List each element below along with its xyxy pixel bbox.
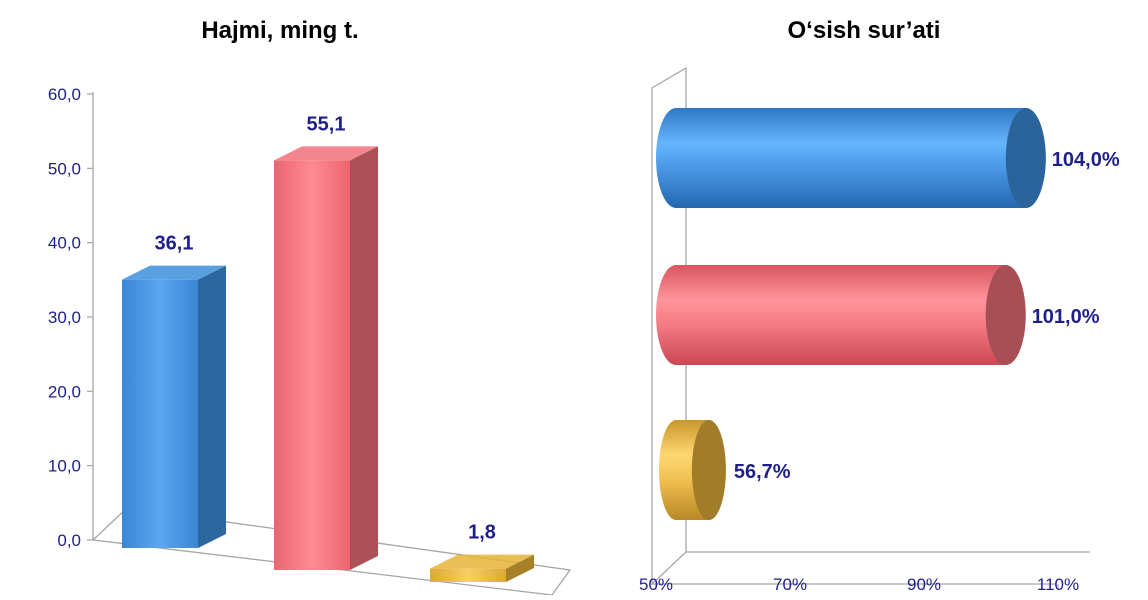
y-tick-label: 60,0 bbox=[48, 85, 81, 104]
volume-chart-title: Hajmi, ming t. bbox=[201, 17, 358, 44]
bar bbox=[122, 265, 226, 548]
bar-data-label: 36,1 bbox=[155, 233, 194, 255]
growth-rate-chart-x-ticks: 50% 70% 90% 110% bbox=[639, 575, 1079, 594]
bar bbox=[430, 554, 534, 582]
bar-data-label: 1,8 bbox=[468, 522, 496, 544]
bar-front bbox=[122, 279, 198, 548]
cylinder-body bbox=[656, 108, 1046, 208]
cylinder-end-cap bbox=[1005, 108, 1046, 208]
bar-top bbox=[430, 554, 534, 569]
cylinder-bar bbox=[659, 420, 726, 520]
growth-rate-chart-data-labels: 104,0% 101,0% 56,7% bbox=[734, 149, 1120, 483]
y-tick-label: 50,0 bbox=[48, 159, 81, 178]
x-tick-label: 70% bbox=[773, 575, 807, 594]
cylinder-bar bbox=[656, 265, 1026, 365]
volume-chart-bars bbox=[122, 146, 534, 582]
y-tick-label: 10,0 bbox=[48, 457, 81, 476]
bar-data-label: 56,7% bbox=[734, 461, 791, 483]
x-tick-label: 110% bbox=[1037, 575, 1079, 594]
y-tick-label: 40,0 bbox=[48, 234, 81, 253]
volume-chart: Hajmi, ming t. 0,0 10,0 20,0 30,0 40,0 50,0 60… bbox=[48, 17, 572, 596]
bar-side bbox=[506, 554, 534, 582]
cylinder-end-cap bbox=[691, 420, 726, 520]
bar bbox=[274, 146, 378, 570]
y-tick-label: 30,0 bbox=[48, 308, 81, 327]
growth-rate-chart-bars bbox=[656, 108, 1046, 520]
growth-rate-chart-axes bbox=[651, 66, 1090, 586]
y-tick-label: 20,0 bbox=[48, 382, 81, 401]
bar-data-label: 101,0% bbox=[1032, 306, 1100, 328]
bar-side bbox=[350, 146, 378, 570]
volume-chart-data-labels: 36,1 55,1 1,8 bbox=[155, 113, 496, 543]
bar-data-label: 104,0% bbox=[1052, 149, 1120, 171]
growth-rate-chart-title: O‘sish sur’ati bbox=[788, 17, 941, 44]
bar-front bbox=[430, 568, 506, 582]
x-tick-label: 50% bbox=[639, 575, 673, 594]
growth-rate-chart: O‘sish sur’ati 50% 70% 90% 110% 104,0% 101,0… bbox=[639, 17, 1120, 594]
bar-front bbox=[274, 160, 350, 570]
y-tick-label: 0,0 bbox=[57, 531, 81, 550]
cylinder-end-cap bbox=[985, 265, 1026, 365]
x-tick-label: 90% bbox=[907, 575, 941, 594]
bar-data-label: 55,1 bbox=[307, 113, 346, 135]
bar-top bbox=[274, 146, 378, 161]
bar-side bbox=[198, 265, 226, 548]
cylinder-body bbox=[656, 265, 1026, 365]
volume-chart-y-ticks: 0,0 10,0 20,0 30,0 40,0 50,0 60,0 bbox=[48, 85, 93, 550]
floor bbox=[91, 507, 572, 596]
bar-top bbox=[122, 265, 226, 280]
cylinder-bar bbox=[656, 108, 1046, 208]
